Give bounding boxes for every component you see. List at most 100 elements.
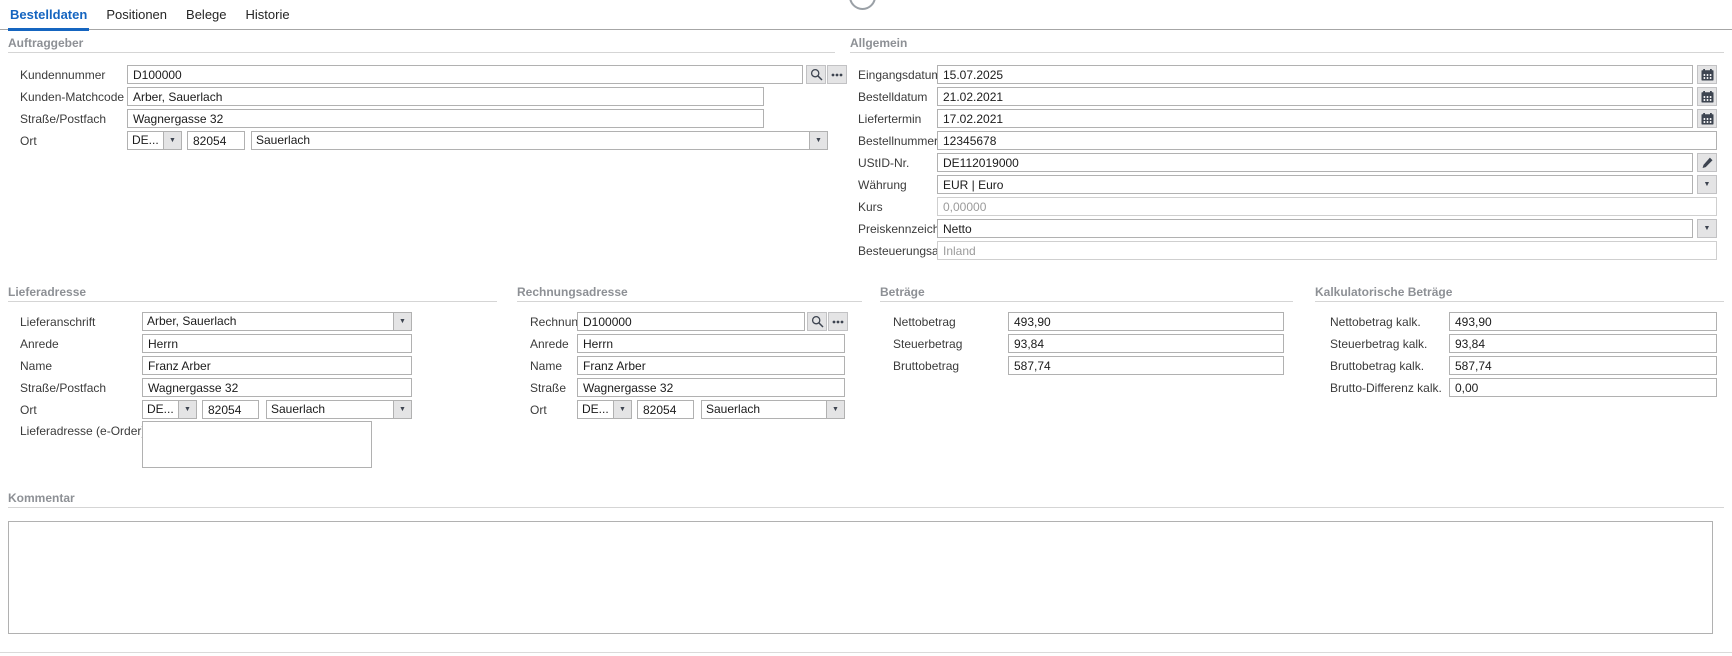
steuerbetrag-kalk-label: Steuerbetrag kalk. bbox=[1330, 337, 1428, 351]
chevron-down-icon: ▼ bbox=[163, 132, 181, 149]
strasse-postfach-input[interactable] bbox=[127, 109, 764, 128]
chevron-down-icon: ▼ bbox=[809, 132, 827, 149]
steuerbetrag-input[interactable] bbox=[1008, 334, 1284, 353]
ellipsis-icon bbox=[831, 73, 843, 76]
tab-historie-label: Historie bbox=[245, 7, 290, 22]
kunden-matchcode-label: Kunden-Matchcode bbox=[20, 90, 125, 104]
liefer-ort-country-value: DE... bbox=[147, 402, 174, 416]
eingangsdatum-label: Eingangsdatum bbox=[858, 68, 942, 82]
rech-name-input[interactable] bbox=[577, 356, 845, 375]
liefertermin-calendar-button[interactable] bbox=[1697, 109, 1717, 128]
eorder-label: Lieferadresse (e-Order) bbox=[20, 424, 146, 438]
eorder-textarea[interactable] bbox=[142, 421, 372, 468]
rech-ort-country-select[interactable]: DE... ▼ bbox=[577, 400, 632, 419]
ustid-input[interactable] bbox=[937, 153, 1693, 172]
rechnungsempfaenger-search-button[interactable] bbox=[807, 312, 827, 331]
liefer-anrede-label: Anrede bbox=[20, 337, 59, 351]
ustid-edit-button[interactable] bbox=[1697, 153, 1717, 172]
waehrung-dropdown-button[interactable]: ▼ bbox=[1697, 175, 1717, 194]
ort-country-value: DE... bbox=[132, 133, 159, 147]
nettobetrag-kalk-label: Nettobetrag kalk. bbox=[1330, 315, 1421, 329]
section-rechnungsadresse-title: Rechnungsadresse bbox=[517, 285, 862, 302]
tab-positionen[interactable]: Positionen bbox=[106, 0, 167, 30]
chevron-down-icon: ▼ bbox=[1703, 181, 1711, 188]
liefer-anrede-input[interactable] bbox=[142, 334, 412, 353]
bruttobetrag-input[interactable] bbox=[1008, 356, 1284, 375]
rech-ort-city-select[interactable]: Sauerlach ▼ bbox=[701, 400, 845, 419]
bestelldatum-input[interactable] bbox=[937, 87, 1693, 106]
liefer-ort-label: Ort bbox=[20, 403, 37, 417]
brutto-differenz-kalk-label: Brutto-Differenz kalk. bbox=[1330, 381, 1442, 395]
ort-country-select[interactable]: DE... ▼ bbox=[127, 131, 182, 150]
bruttobetrag-kalk-label: Bruttobetrag kalk. bbox=[1330, 359, 1425, 373]
lieferanschrift-select[interactable]: Arber, Sauerlach ▼ bbox=[142, 312, 412, 331]
waehrung-input[interactable] bbox=[937, 175, 1693, 194]
bestellnummer-label: Bestellnummer bbox=[858, 134, 939, 148]
liefertermin-label: Liefertermin bbox=[858, 112, 922, 126]
liefer-name-input[interactable] bbox=[142, 356, 412, 375]
kundennummer-search-button[interactable] bbox=[806, 65, 826, 84]
tab-belege-label: Belege bbox=[186, 7, 227, 22]
eingangsdatum-input[interactable] bbox=[937, 65, 1693, 84]
calendar-icon bbox=[1701, 112, 1713, 124]
section-allgemein-title: Allgemein bbox=[850, 36, 1724, 53]
bruttobetrag-label: Bruttobetrag bbox=[893, 359, 960, 373]
ellipsis-icon bbox=[832, 320, 844, 323]
bottom-divider bbox=[0, 652, 1732, 653]
liefer-ort-country-select[interactable]: DE... ▼ bbox=[142, 400, 197, 419]
brutto-differenz-kalk-input[interactable] bbox=[1449, 378, 1717, 397]
ort-label: Ort bbox=[20, 134, 37, 148]
besteuerungsart-input bbox=[937, 241, 1717, 260]
chevron-down-icon: ▼ bbox=[613, 401, 631, 418]
preiskennzeichen-dropdown-button[interactable]: ▼ bbox=[1697, 219, 1717, 238]
search-icon bbox=[811, 315, 824, 328]
liefer-strasse-label: Straße/Postfach bbox=[20, 381, 107, 395]
bestellnummer-input[interactable] bbox=[937, 131, 1717, 150]
eingangsdatum-calendar-button[interactable] bbox=[1697, 65, 1717, 84]
kundennummer-label: Kundennummer bbox=[20, 68, 106, 82]
rech-ort-country-value: DE... bbox=[582, 402, 609, 416]
steuerbetrag-kalk-input[interactable] bbox=[1449, 334, 1717, 353]
section-betraege-title: Beträge bbox=[880, 285, 1293, 302]
bestelldatum-calendar-button[interactable] bbox=[1697, 87, 1717, 106]
nettobetrag-input[interactable] bbox=[1008, 312, 1284, 331]
bruttobetrag-kalk-input[interactable] bbox=[1449, 356, 1717, 375]
tab-historie[interactable]: Historie bbox=[246, 0, 290, 30]
preiskennzeichen-input[interactable] bbox=[937, 219, 1693, 238]
rech-anrede-input[interactable] bbox=[577, 334, 845, 353]
kommentar-textarea[interactable] bbox=[8, 521, 1713, 634]
lieferanschrift-value: Arber, Sauerlach bbox=[147, 314, 237, 328]
chevron-down-icon: ▼ bbox=[826, 401, 844, 418]
waehrung-label: Währung bbox=[858, 178, 907, 192]
kurs-input bbox=[937, 197, 1717, 216]
rech-ort-city-value: Sauerlach bbox=[706, 402, 761, 416]
ort-city-select[interactable]: Sauerlach ▼ bbox=[251, 131, 828, 150]
liefer-strasse-input[interactable] bbox=[142, 378, 412, 397]
liefertermin-input[interactable] bbox=[937, 109, 1693, 128]
kundennummer-more-button[interactable] bbox=[827, 65, 847, 84]
liefer-name-label: Name bbox=[20, 359, 53, 373]
steuerbetrag-label: Steuerbetrag bbox=[893, 337, 963, 351]
nettobetrag-kalk-input[interactable] bbox=[1449, 312, 1717, 331]
liefer-ort-city-value: Sauerlach bbox=[271, 402, 326, 416]
ort-city-value: Sauerlach bbox=[256, 133, 311, 147]
lieferanschrift-label: Lieferanschrift bbox=[20, 315, 96, 329]
rech-ort-plz-input[interactable] bbox=[637, 400, 694, 419]
rechnungsempfaenger-input[interactable] bbox=[577, 312, 805, 331]
tab-bestelldaten[interactable]: Bestelldaten bbox=[7, 0, 90, 31]
rech-ort-label: Ort bbox=[530, 403, 547, 417]
section-kommentar-title: Kommentar bbox=[8, 491, 1724, 508]
ort-plz-input[interactable] bbox=[187, 131, 245, 150]
kundennummer-input[interactable] bbox=[127, 65, 803, 84]
rechnungsempfaenger-more-button[interactable] bbox=[828, 312, 848, 331]
rech-anrede-label: Anrede bbox=[530, 337, 569, 351]
kunden-matchcode-input[interactable] bbox=[127, 87, 764, 106]
rech-strasse-input[interactable] bbox=[577, 378, 845, 397]
tab-belege[interactable]: Belege bbox=[186, 0, 226, 30]
chevron-down-icon: ▼ bbox=[393, 313, 411, 330]
pencil-icon bbox=[1702, 157, 1712, 168]
liefer-ort-plz-input[interactable] bbox=[202, 400, 259, 419]
tab-bestelldaten-label: Bestelldaten bbox=[10, 7, 88, 22]
kurs-label: Kurs bbox=[858, 200, 883, 214]
liefer-ort-city-select[interactable]: Sauerlach ▼ bbox=[266, 400, 412, 419]
